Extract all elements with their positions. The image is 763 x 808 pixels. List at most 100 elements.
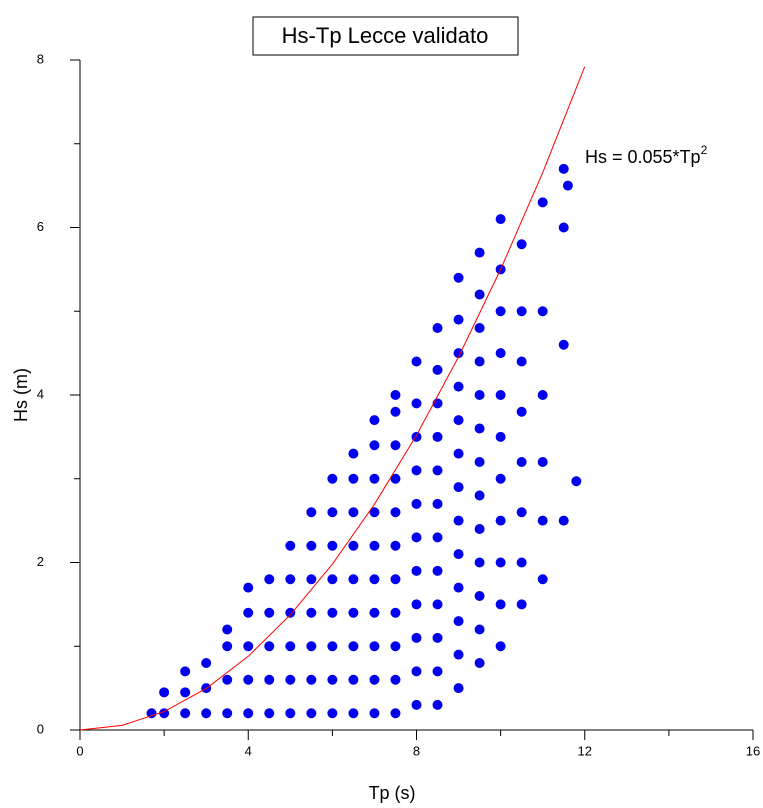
scatter-point (390, 674, 401, 685)
scatter-point (432, 599, 443, 610)
scatter-point (306, 574, 317, 585)
scatter-point (432, 565, 443, 576)
title-box (252, 16, 519, 56)
scatter-point (562, 180, 573, 191)
scatter-point (390, 473, 401, 484)
scatter-point (516, 239, 527, 250)
scatter-point (453, 649, 464, 660)
scatter-point (453, 272, 464, 283)
scatter-point (558, 515, 569, 526)
scatter-point (453, 482, 464, 493)
scatter-point (453, 683, 464, 694)
scatter-point (306, 540, 317, 551)
scatter-point (180, 666, 191, 677)
scatter-point (369, 574, 380, 585)
scatter-point (390, 708, 401, 719)
scatter-point (369, 540, 380, 551)
scatter-point (474, 289, 485, 300)
scatter-point (432, 364, 443, 375)
scatter-point (474, 323, 485, 333)
x-tick-label: 4 (245, 743, 252, 758)
scatter-point (159, 687, 170, 698)
scatter-point (432, 498, 443, 509)
annotation-text: Hs = 0.055*Tp (585, 147, 701, 167)
scatter-point (495, 473, 506, 484)
scatter-point (516, 599, 527, 610)
scatter-point (327, 507, 338, 518)
scatter-point (264, 674, 275, 685)
scatter-point (348, 507, 359, 518)
scatter-point (411, 532, 422, 543)
scatter-point (146, 708, 157, 719)
scatter-point (474, 423, 485, 434)
scatter-point (495, 431, 506, 442)
x-tick-label: 8 (413, 743, 420, 758)
scatter-point (453, 549, 464, 560)
scatter-point (537, 197, 548, 208)
scatter-point (306, 708, 317, 719)
scatter-point (180, 687, 191, 698)
scatter-point (201, 708, 212, 719)
scatter-point (411, 398, 422, 409)
x-tick-label: 16 (746, 743, 760, 758)
scatter-point (411, 498, 422, 509)
scatter-point (432, 431, 443, 442)
scatter-point (243, 708, 254, 719)
scatter-point (495, 306, 506, 317)
scatter-point (390, 440, 401, 451)
scatter-point (390, 507, 401, 518)
scatter-point (495, 599, 506, 610)
scatter-point (369, 440, 380, 451)
scatter-point (348, 574, 359, 585)
scatter-point (285, 540, 296, 551)
scatter-point (411, 632, 422, 643)
scatter-point (411, 565, 422, 576)
scatter-point (474, 457, 485, 467)
scatter-point (243, 582, 254, 593)
scatter-point (180, 708, 191, 719)
scatter-point (243, 674, 254, 685)
scatter-point (306, 674, 317, 685)
scatter-point (369, 708, 380, 719)
scatter-point (222, 708, 233, 719)
scatter-point (264, 574, 275, 585)
scatter-point (495, 348, 506, 359)
scatter-point (369, 507, 380, 518)
scatter-point (306, 641, 317, 652)
y-axis-label: Hs (m) (11, 368, 31, 422)
scatter-point (201, 658, 212, 668)
scatter-point (537, 515, 548, 526)
scatter-point (474, 591, 485, 601)
scatter-point (453, 314, 464, 325)
scatter-point (327, 674, 338, 685)
scatter-point (474, 390, 485, 400)
scatter-point (369, 473, 380, 484)
y-tick-label: 6 (37, 219, 44, 234)
scatter-point (306, 507, 317, 518)
scatter-point (243, 641, 254, 652)
scatter-point (264, 607, 275, 618)
scatter-point (369, 674, 380, 685)
scatter-point (243, 607, 254, 618)
scatter-point (348, 540, 359, 551)
scatter-point (558, 339, 569, 350)
scatter-point (432, 532, 443, 543)
scatter-point (327, 540, 338, 551)
scatter-point (495, 557, 506, 568)
scatter-point (558, 222, 569, 233)
scatter-point (516, 306, 527, 317)
scatter-point (285, 708, 296, 719)
scatter-point (474, 658, 485, 668)
scatter-point (474, 247, 485, 258)
scatter-point (474, 557, 485, 568)
chart-title: Hs-Tp Lecce validato (282, 23, 489, 48)
scatter-point (285, 641, 296, 652)
scatter-point (411, 356, 422, 367)
scatter-point (222, 624, 233, 635)
scatter-point (411, 465, 422, 476)
scatter-point (264, 641, 275, 652)
scatter-point (390, 607, 401, 618)
scatter-point (495, 390, 506, 400)
scatter-point (327, 607, 338, 618)
scatter-point (327, 708, 338, 719)
